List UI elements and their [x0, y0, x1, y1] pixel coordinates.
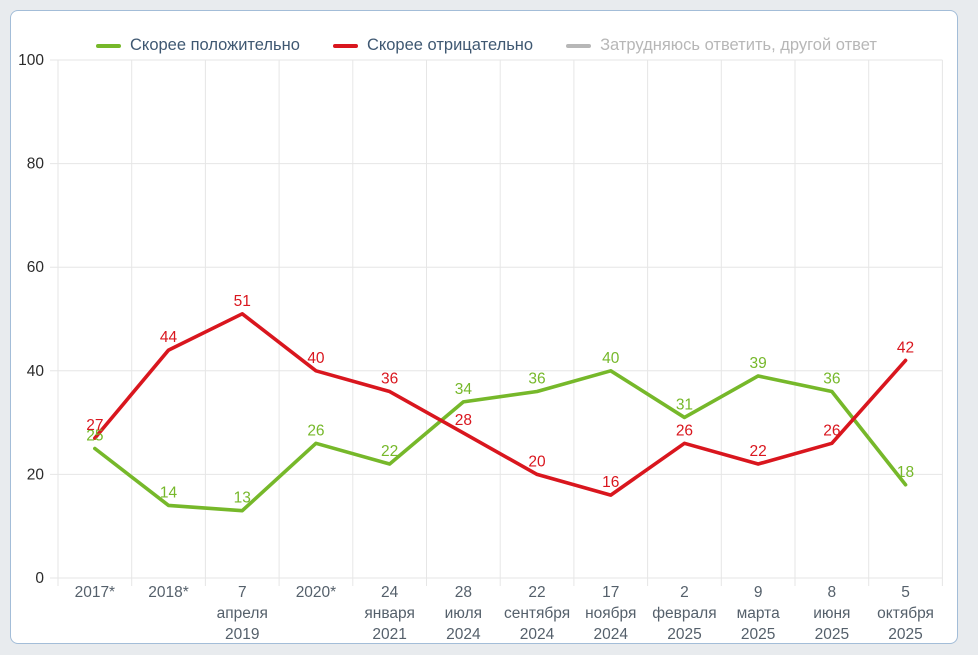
data-label: 36 — [528, 371, 545, 388]
x-axis-label: 22 сентября 2024 — [504, 584, 570, 641]
data-label: 27 — [86, 417, 103, 434]
data-label: 22 — [750, 443, 767, 460]
data-label: 25 — [86, 428, 103, 445]
x-axis-label: 2 февраля 2025 — [652, 584, 716, 641]
y-axis-label: 100 — [18, 52, 44, 69]
x-axis-label: 2017* — [75, 584, 116, 601]
legend-item-negative[interactable]: Скорее отрицательно — [332, 36, 534, 55]
chart-legend: Скорее положительно Скорее отрицательно … — [96, 36, 877, 55]
data-label: 44 — [160, 329, 178, 346]
data-label: 34 — [455, 381, 473, 398]
legend-item-undecided[interactable]: Затрудняюсь ответить, другой ответ — [566, 36, 877, 55]
data-label: 18 — [897, 464, 914, 481]
data-label: 40 — [602, 350, 620, 367]
y-axis-label: 0 — [35, 570, 44, 587]
chart-panel: Скорее положительно Скорее отрицательно … — [10, 10, 958, 644]
data-label: 39 — [750, 355, 767, 372]
legend-label-positive: Скорее положительно — [130, 36, 300, 54]
data-label: 14 — [160, 484, 178, 501]
legend-item-positive[interactable]: Скорее положительно — [96, 36, 300, 55]
data-label: 26 — [823, 422, 840, 439]
x-axis-label: 7 апреля 2019 — [217, 584, 268, 641]
x-axis-label: 24 января 2021 — [364, 584, 414, 641]
legend-line-swatch-negative-icon — [332, 43, 358, 48]
legend-label-negative: Скорее отрицательно — [366, 36, 534, 54]
data-label: 16 — [602, 474, 619, 491]
x-axis-label: 5 октября 2025 — [877, 584, 934, 641]
legend-line-swatch-undecided-icon — [566, 43, 592, 48]
data-label: 51 — [234, 293, 251, 310]
data-label: 26 — [676, 422, 693, 439]
x-axis-label: 2020* — [296, 584, 337, 601]
data-label: 36 — [381, 371, 398, 388]
y-axis-label: 20 — [27, 466, 45, 483]
x-axis-label: 17 ноября 2024 — [585, 584, 636, 641]
x-axis-label: 28 июля 2024 — [445, 584, 482, 641]
data-label: 22 — [381, 443, 398, 460]
series-line-positive[interactable] — [93, 368, 908, 513]
data-label: 20 — [528, 453, 546, 470]
line-chart: 0 20 40 60 80 100 25 14 13 26 22 34 36 40 31 39 36 18 27 44… — [18, 52, 943, 641]
data-label: 26 — [307, 422, 324, 439]
data-label: 31 — [676, 396, 693, 413]
y-axis-label: 40 — [27, 363, 45, 380]
x-axis-label: 8 июня 2025 — [813, 584, 850, 641]
data-label: 40 — [307, 350, 325, 367]
data-label: 13 — [234, 490, 251, 507]
data-label: 28 — [455, 412, 472, 429]
legend-line-swatch-positive-icon — [96, 43, 121, 48]
data-label: 36 — [823, 371, 840, 388]
y-axis-label: 60 — [27, 259, 45, 276]
series-line-negative[interactable] — [93, 312, 908, 497]
x-axis-label: 9 марта 2025 — [737, 584, 780, 641]
legend-label-undecided: Затрудняюсь ответить, другой ответ — [600, 36, 877, 54]
y-axis-label: 80 — [27, 156, 45, 173]
x-axis-label: 2018* — [148, 584, 189, 601]
data-label: 42 — [897, 339, 914, 356]
